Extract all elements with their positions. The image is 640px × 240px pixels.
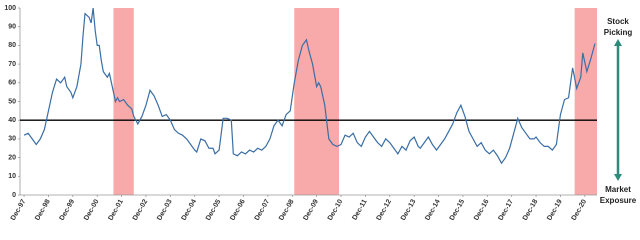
annotation: Exposure: [600, 196, 637, 205]
x-tick-label: Dec-20: [571, 198, 589, 220]
annotation: Market: [605, 185, 631, 194]
x-tick-label: Dec-15: [449, 198, 467, 220]
x-tick-label: Dec-18: [522, 198, 540, 220]
y-tick-label: 70: [8, 61, 16, 68]
x-tick-label: Dec-13: [400, 198, 418, 220]
x-tick-label: Dec-12: [376, 198, 394, 220]
x-tick-label: Dec-98: [34, 198, 52, 220]
arrow-head: [614, 39, 622, 46]
y-tick-label: 60: [8, 80, 16, 87]
x-tick-label: Dec-16: [473, 198, 491, 220]
x-tick-label: Dec-00: [83, 198, 101, 220]
x-tick-label: Dec-97: [10, 198, 28, 220]
x-tick-label: Dec-99: [59, 198, 77, 220]
x-tick-label: Dec-02: [132, 198, 150, 220]
x-tick-label: Dec-17: [497, 198, 515, 220]
recession-band: [574, 8, 597, 195]
x-tick-label: Dec-01: [107, 198, 125, 220]
x-tick-label: Dec-10: [327, 198, 345, 220]
x-tick-label: Dec-09: [302, 198, 320, 220]
y-tick-label: 0: [12, 192, 16, 199]
x-tick-label: Dec-07: [254, 198, 272, 220]
arrow-head: [614, 174, 622, 181]
x-tick-label: Dec-05: [205, 198, 223, 220]
x-tick-label: Dec-14: [424, 198, 442, 220]
y-tick-label: 90: [8, 24, 16, 31]
y-tick-label: 50: [8, 98, 16, 105]
x-tick-label: Dec-19: [546, 198, 564, 220]
x-tick-label: Dec-04: [181, 198, 199, 220]
recession-band: [113, 8, 134, 195]
y-tick-label: 80: [8, 42, 16, 49]
annotation: Picking: [604, 28, 633, 37]
y-tick-label: 40: [8, 117, 16, 124]
y-tick-label: 10: [8, 173, 16, 180]
x-tick-label: Dec-06: [229, 198, 247, 220]
x-tick-label: Dec-11: [351, 198, 368, 220]
annotation: Stock: [607, 17, 629, 26]
x-tick-label: Dec-08: [278, 198, 296, 220]
data-line: [23, 7, 596, 165]
y-tick-label: 20: [8, 154, 16, 161]
chart: 0 10 20 30 40 50 60 70 80 90 100 Dec-97 Dec-98 Dec-99…: [4, 5, 637, 220]
x-tick-label: Dec-03: [156, 198, 174, 220]
recession-band: [294, 8, 339, 195]
y-tick-label: 100: [4, 5, 16, 12]
y-tick-label: 30: [8, 136, 16, 143]
